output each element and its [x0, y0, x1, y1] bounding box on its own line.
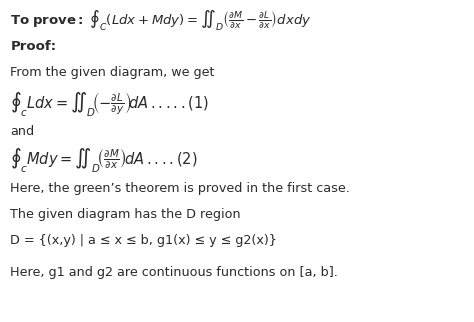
- Text: Proof:: Proof:: [10, 40, 56, 53]
- Text: $\oint_c Mdy = \iint_D\!\left(\frac{\partial M}{\partial x}\right)\!dA\,....(2)$: $\oint_c Mdy = \iint_D\!\left(\frac{\par…: [10, 147, 198, 175]
- Text: Here, g1 and g2 are continuous functions on [a, b].: Here, g1 and g2 are continuous functions…: [10, 266, 338, 279]
- Text: The given diagram has the D region: The given diagram has the D region: [10, 208, 241, 221]
- Text: $\mathbf{To\ prove:}\ \oint_C(Ldx + Mdy) = \iint_D\left(\frac{\partial M}{\parti: $\mathbf{To\ prove:}\ \oint_C(Ldx + Mdy)…: [10, 8, 312, 33]
- Text: Here, the green’s theorem is proved in the first case.: Here, the green’s theorem is proved in t…: [10, 182, 350, 195]
- Text: From the given diagram, we get: From the given diagram, we get: [10, 66, 215, 79]
- Text: D = {(x,y) | a ≤ x ≤ b, g1(x) ≤ y ≤ g2(x)}: D = {(x,y) | a ≤ x ≤ b, g1(x) ≤ y ≤ g2(x…: [10, 234, 277, 247]
- Text: and: and: [10, 125, 35, 138]
- Text: $\oint_c Ldx = \iint_D\!\left(-\frac{\partial L}{\partial y}\right)\!dA\,.....(1: $\oint_c Ldx = \iint_D\!\left(-\frac{\pa…: [10, 90, 210, 119]
